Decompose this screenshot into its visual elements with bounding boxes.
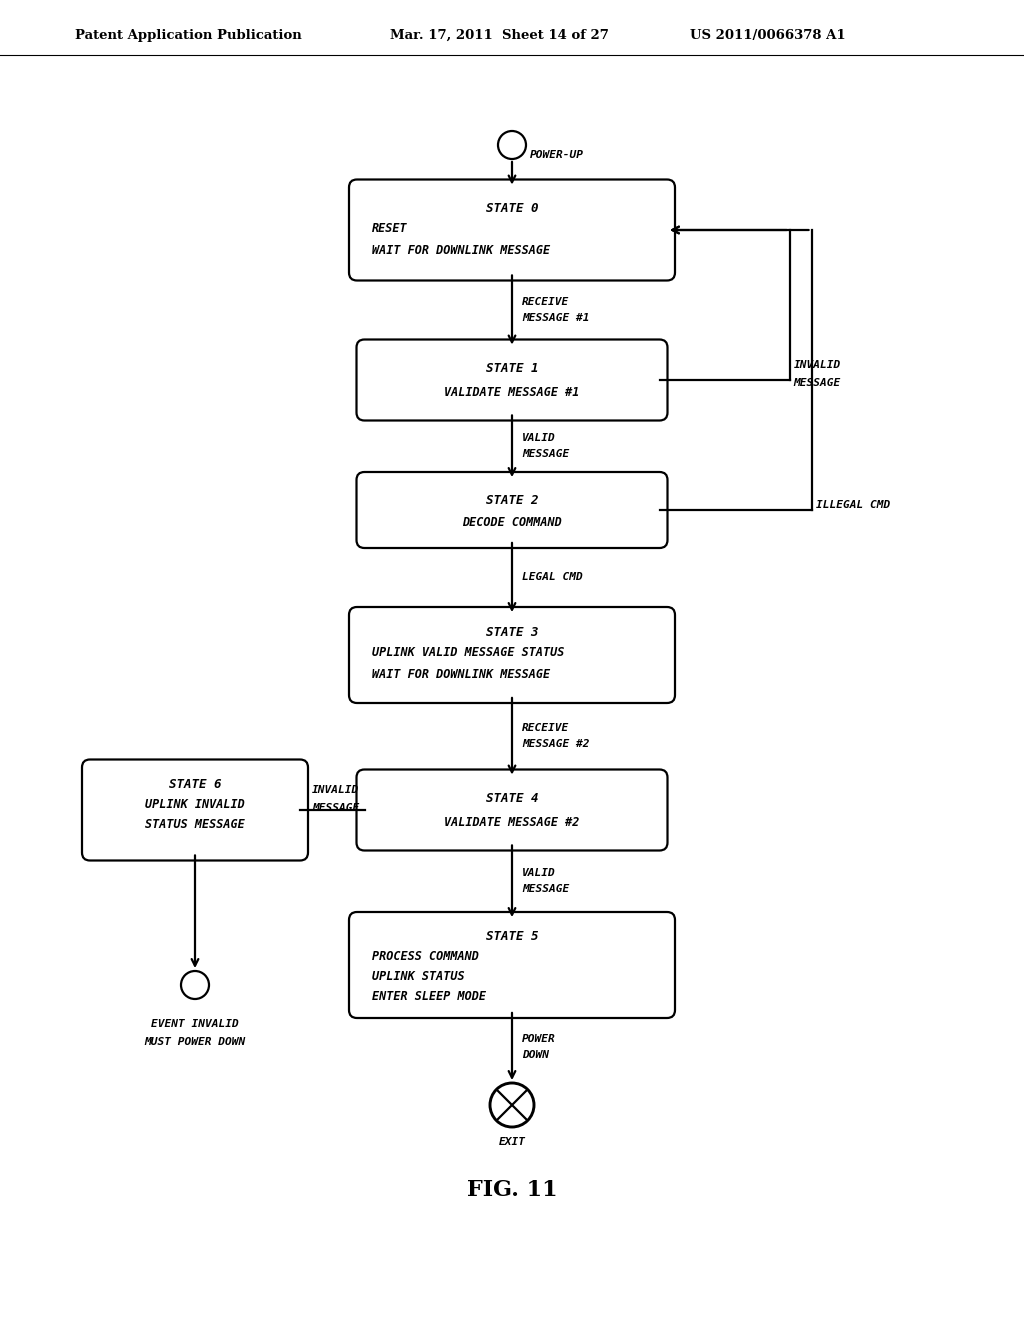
Circle shape bbox=[181, 972, 209, 999]
Text: STATE 6: STATE 6 bbox=[169, 779, 221, 792]
Text: STATE 3: STATE 3 bbox=[485, 627, 539, 639]
FancyBboxPatch shape bbox=[356, 473, 668, 548]
Text: STATE 1: STATE 1 bbox=[485, 362, 539, 375]
Text: MESSAGE #1: MESSAGE #1 bbox=[522, 313, 590, 323]
Text: INVALID: INVALID bbox=[794, 360, 841, 370]
Text: UPLINK INVALID: UPLINK INVALID bbox=[145, 799, 245, 812]
Text: Patent Application Publication: Patent Application Publication bbox=[75, 29, 302, 41]
Text: UPLINK STATUS: UPLINK STATUS bbox=[372, 970, 465, 983]
Text: VALID: VALID bbox=[522, 869, 556, 878]
Text: STATUS MESSAGE: STATUS MESSAGE bbox=[145, 818, 245, 832]
Text: FIG. 11: FIG. 11 bbox=[467, 1179, 557, 1201]
Text: WAIT FOR DOWNLINK MESSAGE: WAIT FOR DOWNLINK MESSAGE bbox=[372, 668, 550, 681]
Text: VALID: VALID bbox=[522, 433, 556, 444]
Text: MESSAGE: MESSAGE bbox=[794, 378, 841, 388]
Text: INVALID: INVALID bbox=[312, 785, 359, 795]
Text: ENTER SLEEP MODE: ENTER SLEEP MODE bbox=[372, 990, 486, 1003]
FancyBboxPatch shape bbox=[349, 607, 675, 704]
Text: RECEIVE: RECEIVE bbox=[522, 297, 569, 308]
Text: POWER: POWER bbox=[522, 1034, 556, 1044]
Text: MESSAGE: MESSAGE bbox=[522, 449, 569, 459]
Text: LEGAL CMD: LEGAL CMD bbox=[522, 573, 583, 582]
Text: VALIDATE MESSAGE #2: VALIDATE MESSAGE #2 bbox=[444, 816, 580, 829]
Text: ILLEGAL CMD: ILLEGAL CMD bbox=[815, 500, 890, 510]
Text: EVENT INVALID: EVENT INVALID bbox=[152, 1019, 239, 1030]
Text: EXIT: EXIT bbox=[499, 1137, 525, 1147]
Text: RECEIVE: RECEIVE bbox=[522, 723, 569, 733]
Text: POWER-UP: POWER-UP bbox=[530, 150, 584, 160]
Text: Mar. 17, 2011  Sheet 14 of 27: Mar. 17, 2011 Sheet 14 of 27 bbox=[390, 29, 609, 41]
Text: UPLINK VALID MESSAGE STATUS: UPLINK VALID MESSAGE STATUS bbox=[372, 647, 564, 660]
Text: STATE 4: STATE 4 bbox=[485, 792, 539, 804]
Text: STATE 5: STATE 5 bbox=[485, 931, 539, 944]
Text: PROCESS COMMAND: PROCESS COMMAND bbox=[372, 950, 479, 964]
Text: MESSAGE: MESSAGE bbox=[522, 884, 569, 894]
Text: WAIT FOR DOWNLINK MESSAGE: WAIT FOR DOWNLINK MESSAGE bbox=[372, 243, 550, 256]
FancyBboxPatch shape bbox=[349, 180, 675, 281]
FancyBboxPatch shape bbox=[82, 759, 308, 861]
Text: MESSAGE: MESSAGE bbox=[312, 803, 359, 813]
Text: MUST POWER DOWN: MUST POWER DOWN bbox=[144, 1038, 246, 1047]
Text: STATE 2: STATE 2 bbox=[485, 494, 539, 507]
Circle shape bbox=[490, 1082, 534, 1127]
FancyBboxPatch shape bbox=[356, 339, 668, 421]
Circle shape bbox=[498, 131, 526, 158]
Text: STATE 0: STATE 0 bbox=[485, 202, 539, 214]
FancyBboxPatch shape bbox=[349, 912, 675, 1018]
Text: VALIDATE MESSAGE #1: VALIDATE MESSAGE #1 bbox=[444, 385, 580, 399]
Text: US 2011/0066378 A1: US 2011/0066378 A1 bbox=[690, 29, 846, 41]
Text: DECODE COMMAND: DECODE COMMAND bbox=[462, 516, 562, 528]
Text: RESET: RESET bbox=[372, 222, 408, 235]
Text: DOWN: DOWN bbox=[522, 1049, 549, 1060]
FancyBboxPatch shape bbox=[356, 770, 668, 850]
Text: MESSAGE #2: MESSAGE #2 bbox=[522, 739, 590, 750]
